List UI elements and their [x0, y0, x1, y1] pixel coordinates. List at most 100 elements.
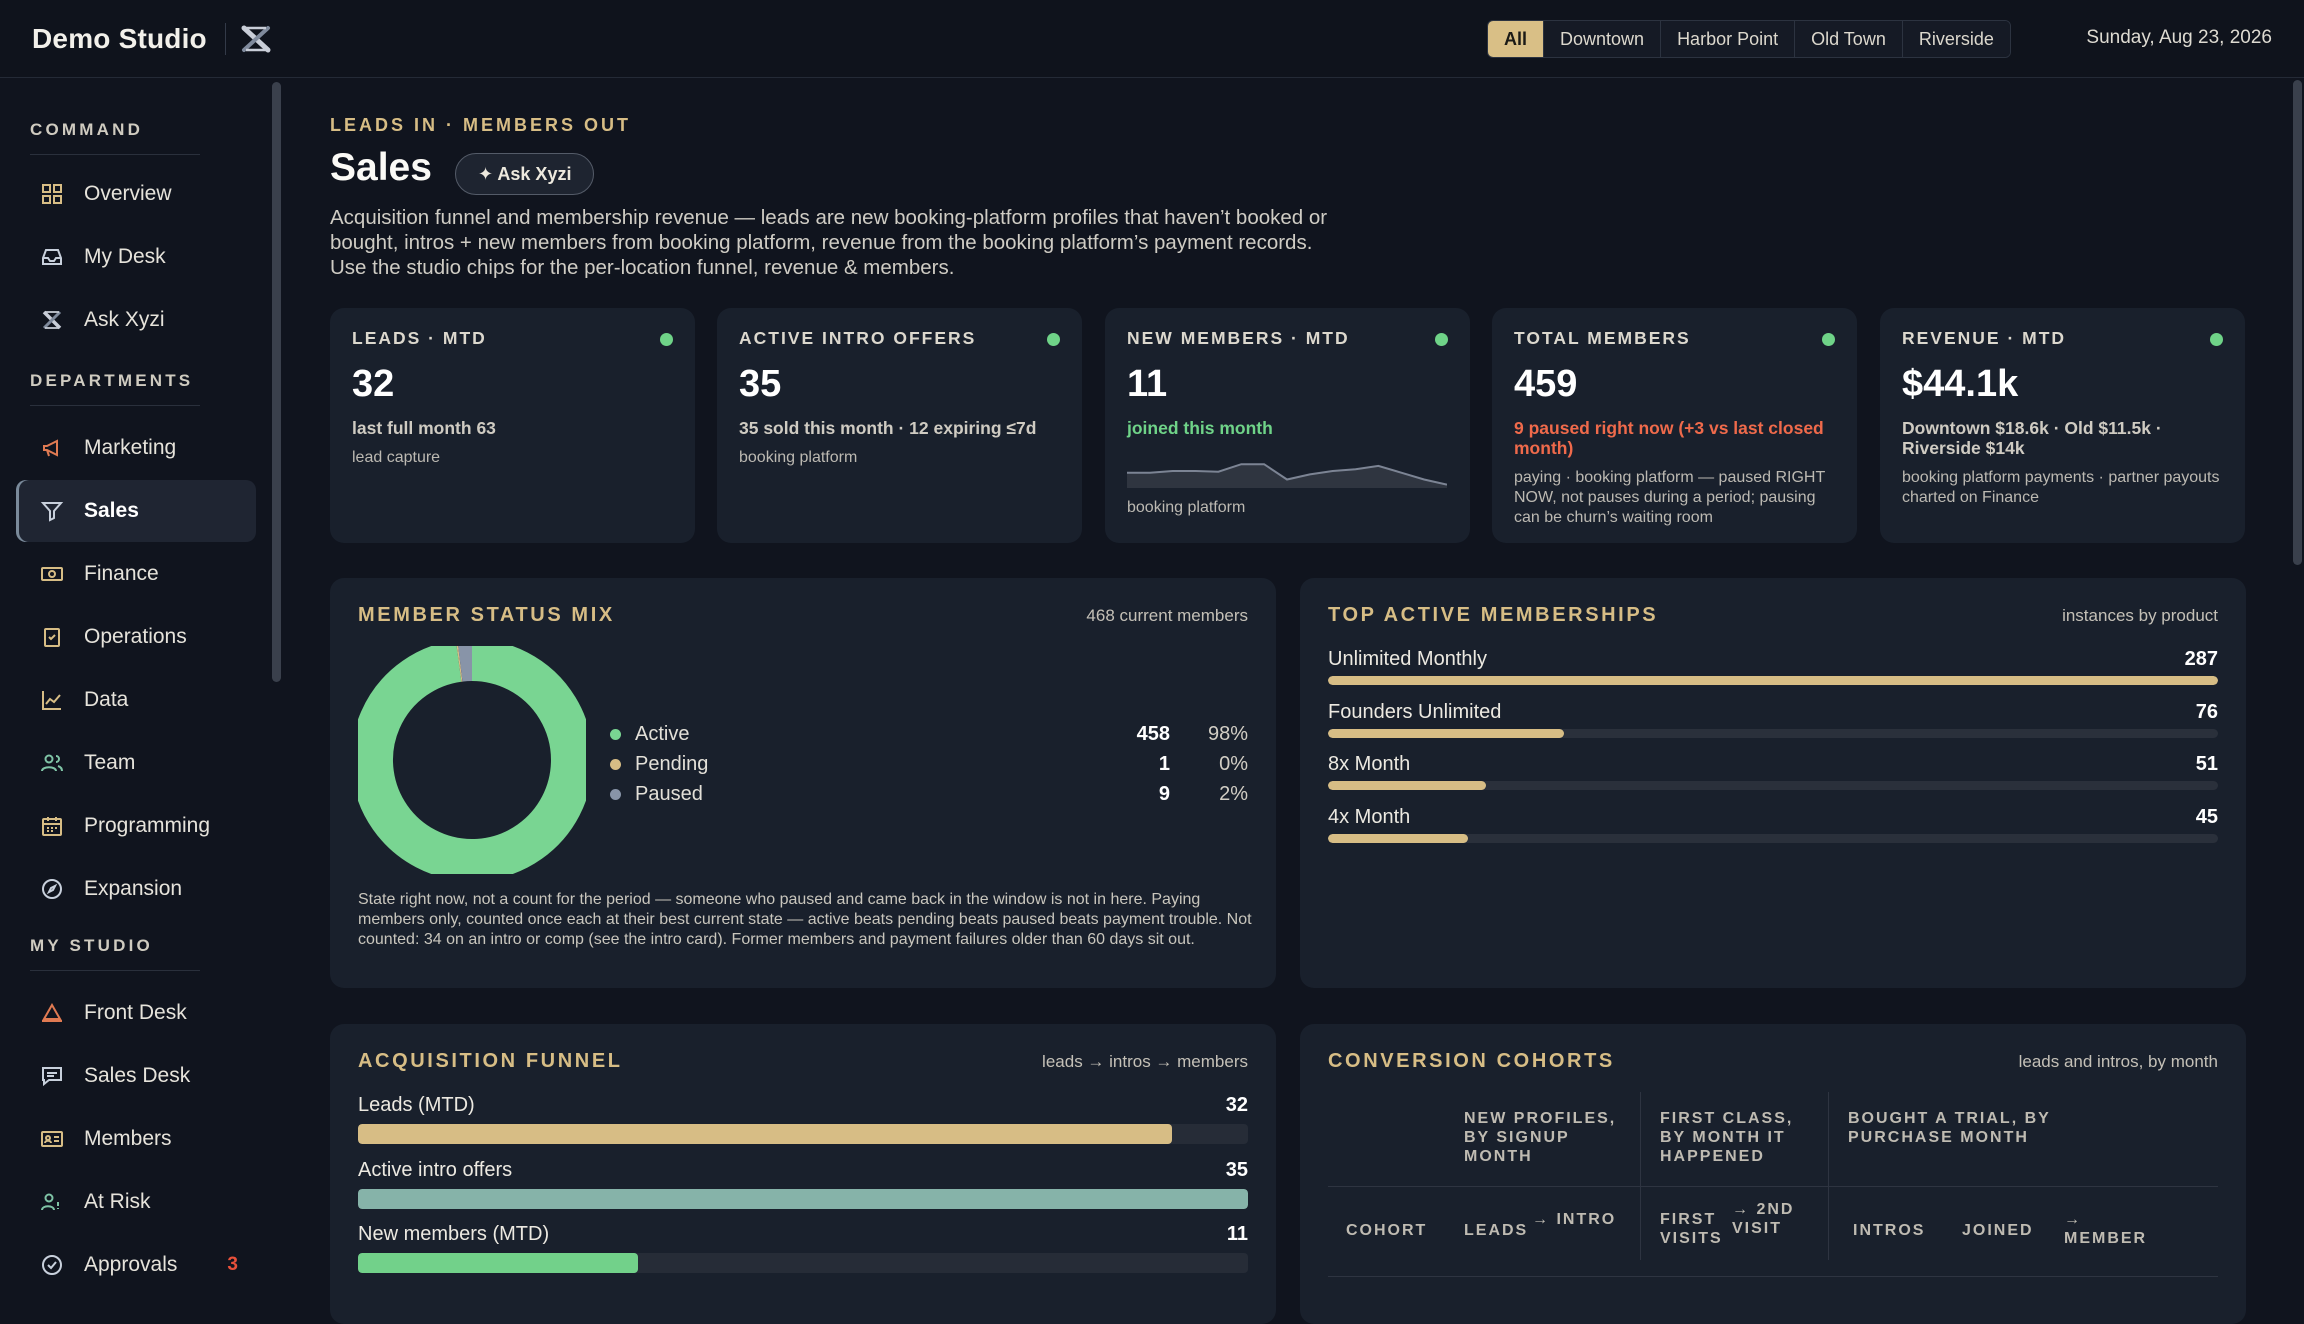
- funnel-label: New members (MTD): [358, 1223, 549, 1246]
- sidebar-item-sales-desk[interactable]: Sales Desk: [16, 1045, 256, 1107]
- compass-icon: [40, 877, 64, 901]
- kpi-source-note: booking platform: [739, 448, 1060, 468]
- cohort-column-header[interactable]: → INTRO: [1532, 1210, 1632, 1229]
- x-logo-icon: [40, 308, 64, 332]
- location-chip-harbor-point[interactable]: Harbor Point: [1660, 21, 1794, 57]
- ask-xyzi-button[interactable]: ✦ Ask Xyzi: [455, 153, 594, 195]
- kpi-label: NEW MEMBERS · MTD: [1127, 328, 1448, 349]
- sidebar-item-at-risk[interactable]: At Risk: [16, 1171, 256, 1233]
- membership-count: 51: [2196, 753, 2218, 776]
- funnel-label: Leads (MTD): [358, 1094, 475, 1117]
- sidebar-item-label: Marketing: [84, 436, 176, 460]
- sidebar-item-operations[interactable]: Operations: [16, 606, 256, 668]
- funnel-bar-fill: [358, 1189, 1248, 1209]
- cohort-column-header[interactable]: → MEMBER: [2064, 1210, 2164, 1248]
- x-logo-icon[interactable]: [240, 23, 272, 55]
- location-chip-downtown[interactable]: Downtown: [1543, 21, 1660, 57]
- funnel-icon: [40, 499, 64, 523]
- sidebar-item-expansion[interactable]: Expansion: [16, 858, 256, 920]
- cohort-column-header[interactable]: → 2ND VISIT: [1732, 1200, 1812, 1238]
- top-memberships-title: TOP ACTIVE MEMBERSHIPS: [1328, 604, 1658, 627]
- sidebar-item-overview[interactable]: Overview: [16, 163, 256, 225]
- member-status-title: MEMBER STATUS MIX: [358, 604, 615, 627]
- kpi-label: TOTAL MEMBERS: [1514, 328, 1835, 349]
- cohort-column-divider: [1828, 1092, 1829, 1260]
- cohort-column-header[interactable]: INTROS: [1853, 1221, 1933, 1240]
- sidebar-item-ask-xyzi[interactable]: Ask Xyzi: [16, 289, 256, 351]
- donut-slice-active: [372, 660, 572, 860]
- sidebar-item-label: Expansion: [84, 877, 182, 901]
- kpi-status-dot: [1822, 333, 1835, 346]
- membership-bar-track: [1328, 676, 2218, 685]
- location-chip-riverside[interactable]: Riverside: [1902, 21, 2010, 57]
- sidebar-item-finance[interactable]: Finance: [16, 543, 256, 605]
- membership-bar-fill: [1328, 729, 1564, 738]
- page-kicker: LEADS IN · MEMBERS OUT: [330, 115, 631, 136]
- approvals-count-badge: 3: [227, 1254, 238, 1276]
- new-members-sparkline: [1127, 454, 1447, 488]
- sidebar-section-departments: DEPARTMENTS: [30, 371, 193, 391]
- kpi-subtext: last full month 63: [352, 418, 673, 438]
- sidebar-item-label: Programming: [84, 814, 210, 838]
- kpi-source-note: booking platform: [1127, 498, 1448, 518]
- kpi-label: LEADS · MTD: [352, 328, 673, 349]
- membership-count: 76: [2196, 701, 2218, 724]
- sidebar-item-my-desk[interactable]: My Desk: [16, 226, 256, 288]
- cohort-column-header[interactable]: COHORT: [1346, 1221, 1446, 1240]
- legend-dot: [610, 759, 621, 770]
- cohort-header-divider: [1328, 1186, 2218, 1187]
- membership-bar-fill: [1328, 676, 2218, 685]
- sidebar-item-sales[interactable]: Sales: [16, 480, 256, 542]
- kpi-label: REVENUE · MTD: [1902, 328, 2223, 349]
- sidebar-item-team[interactable]: Team: [16, 732, 256, 794]
- location-chip-all[interactable]: All: [1488, 21, 1543, 57]
- sidebar-item-front-desk[interactable]: Front Desk: [16, 982, 256, 1044]
- cohort-group-header: NEW PROFILES, BY SIGNUP MONTH: [1464, 1109, 1624, 1166]
- status-legend-pending: Pending: [610, 753, 708, 776]
- funnel-bar-track: [358, 1189, 1248, 1209]
- membership-bar-fill: [1328, 781, 1486, 790]
- sidebar-item-programming[interactable]: Programming: [16, 795, 256, 857]
- membership-bar-fill: [1328, 834, 1468, 843]
- user-alert-icon: [40, 1190, 64, 1214]
- top-memberships-panel: TOP ACTIVE MEMBERSHIPS instances by prod…: [1300, 578, 2246, 988]
- sidebar-item-marketing[interactable]: Marketing: [16, 417, 256, 479]
- sidebar-section-divider: [30, 970, 200, 971]
- main-scrollbar[interactable]: [2293, 80, 2302, 565]
- conversion-cohorts-panel: CONVERSION COHORTS leads and intros, by …: [1300, 1024, 2246, 1324]
- funnel-count: 32: [1226, 1094, 1248, 1117]
- line-chart-icon: [40, 688, 64, 712]
- sidebar-item-label: Sales: [84, 499, 139, 523]
- sidebar-item-label: Members: [84, 1127, 172, 1151]
- kpi-subtext: joined this month: [1127, 418, 1448, 438]
- sidebar-section-divider: [30, 154, 200, 155]
- cohort-column-header[interactable]: JOINED: [1962, 1221, 2042, 1240]
- sidebar-item-label: Sales Desk: [84, 1064, 190, 1088]
- sidebar-item-label: My Desk: [84, 245, 166, 269]
- funnel-title: ACQUISITION FUNNEL: [358, 1050, 623, 1073]
- funnel-bar-track: [358, 1253, 1248, 1273]
- member-status-note: State right now, not a count for the per…: [358, 890, 1258, 950]
- funnel-bar-fill: [358, 1124, 1172, 1144]
- sidebar-section-my-studio: MY STUDIO: [30, 936, 153, 956]
- sidebar-item-members[interactable]: Members: [16, 1108, 256, 1170]
- membership-bar-track: [1328, 834, 2218, 843]
- kpi-status-dot: [1435, 333, 1448, 346]
- kpi-label: ACTIVE INTRO OFFERS: [739, 328, 1060, 349]
- app-name[interactable]: Demo Studio: [32, 23, 207, 55]
- clipboard-check-icon: [40, 625, 64, 649]
- sidebar-item-data[interactable]: Data: [16, 669, 256, 731]
- banknote-icon: [40, 562, 64, 586]
- sidebar-item-label: Operations: [84, 625, 187, 649]
- sidebar-item-label: Overview: [84, 182, 172, 206]
- cohort-group-header: BOUGHT A TRIAL, BY PURCHASE MONTH: [1848, 1109, 2088, 1147]
- sidebar-scrollbar[interactable]: [272, 82, 281, 682]
- member-status-count: 468 current members: [1086, 606, 1248, 626]
- current-date: Sunday, Aug 23, 2026: [2086, 27, 2272, 49]
- location-chip-old-town[interactable]: Old Town: [1794, 21, 1902, 57]
